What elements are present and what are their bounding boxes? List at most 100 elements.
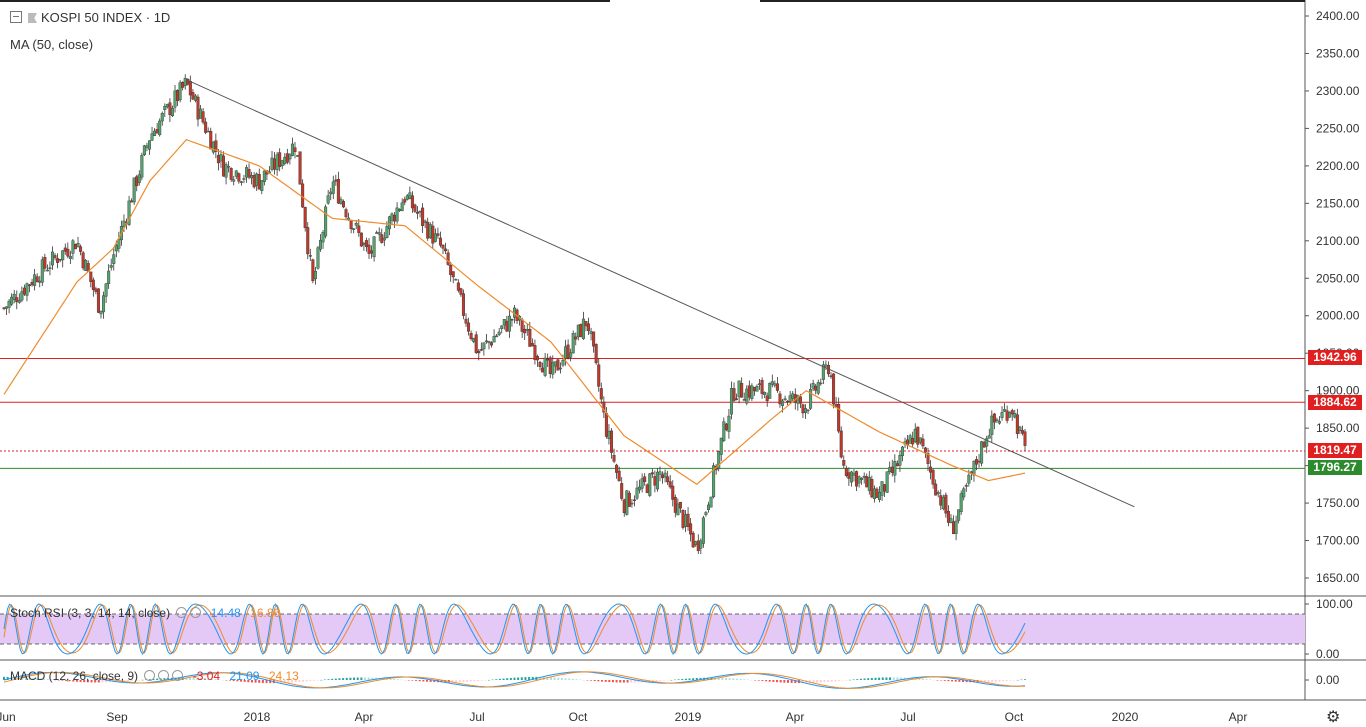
- candle-body: [393, 215, 397, 222]
- macd-hist-bar: [469, 680, 472, 682]
- candle-body: [211, 141, 215, 153]
- macd-hist-bar: [302, 680, 305, 682]
- candle-body: [832, 373, 836, 405]
- stoch-legend[interactable]: Stoch RSI (3, 3, 14, 14, close) 14.48 16…: [10, 606, 280, 620]
- macd-hist-bar: [254, 680, 257, 683]
- candle-body: [819, 382, 823, 385]
- candle-body: [750, 385, 754, 399]
- candle-body: [783, 398, 787, 400]
- gear-icon[interactable]: ⚙: [1326, 709, 1341, 726]
- candle-body: [196, 96, 200, 120]
- candle-body: [607, 430, 611, 439]
- macd-hist-value: -3.04: [192, 669, 221, 683]
- collapse-icon[interactable]: [10, 11, 22, 23]
- macd-hist-bar: [841, 680, 844, 681]
- candle-body: [53, 255, 57, 258]
- candle-body: [816, 382, 820, 394]
- macd-hist-bar: [637, 680, 640, 683]
- macd-hist-bar: [429, 680, 432, 682]
- candle-body: [33, 274, 37, 286]
- visibility-icon[interactable]: [144, 670, 156, 681]
- candle-body: [227, 166, 231, 168]
- macd-hist-bar: [35, 678, 38, 680]
- candle-body: [421, 207, 425, 226]
- candle-body: [173, 90, 177, 108]
- candle-body: [645, 484, 649, 493]
- macd-hist-bar: [557, 677, 560, 680]
- candle-body: [283, 156, 287, 164]
- close-icon[interactable]: [172, 670, 184, 681]
- settings-icon[interactable]: [190, 607, 202, 618]
- ma-legend[interactable]: MA (50, close): [10, 37, 93, 52]
- macd-hist-bar: [43, 678, 46, 680]
- candle-body: [492, 336, 496, 343]
- candle-body: [296, 155, 300, 157]
- candle-body: [533, 345, 537, 360]
- macd-hist-bar: [579, 679, 582, 681]
- macd-hist-bar: [276, 680, 279, 684]
- macd-hist-bar: [86, 680, 89, 683]
- macd-hist-bar: [167, 677, 170, 680]
- macd-hist-bar: [327, 679, 330, 680]
- candle-body: [375, 232, 379, 234]
- candle-body: [558, 367, 562, 370]
- stoch-k-line: [3, 603, 1026, 655]
- macd-hist-bar: [458, 680, 461, 683]
- candle-body: [921, 438, 925, 447]
- candle-body: [722, 421, 726, 441]
- macd-hist-bar: [699, 677, 702, 680]
- candle-body: [1000, 412, 1004, 418]
- price-tag-1884: 1884.62: [1308, 395, 1362, 410]
- flag-icon[interactable]: [28, 13, 37, 23]
- macd-hist-bar: [622, 680, 625, 683]
- candle-body: [331, 181, 335, 194]
- candle-body: [561, 360, 565, 366]
- macd-hist-bar: [156, 678, 159, 680]
- candle-body: [934, 483, 938, 496]
- candle-body: [609, 430, 613, 453]
- candle-body: [528, 329, 532, 347]
- candle-body: [941, 496, 945, 510]
- macd-hist-bar: [462, 680, 465, 682]
- candle-body: [81, 252, 85, 269]
- price-tick-label: 1750.00: [1316, 496, 1360, 510]
- macd-hist-bar: [750, 679, 753, 681]
- visibility-icon[interactable]: [176, 607, 188, 618]
- candle-body: [655, 471, 659, 490]
- symbol-legend[interactable]: KOSPI 50 INDEX · 1D: [10, 10, 170, 25]
- candle-body: [229, 167, 233, 180]
- time-tick-label: 2018: [244, 710, 271, 724]
- macd-hist-bar: [958, 680, 961, 682]
- macd-hist-bar: [717, 677, 720, 680]
- macd-hist-bar: [848, 679, 851, 681]
- candle-body: [929, 466, 933, 473]
- macd-hist-bar: [885, 677, 888, 680]
- time-tick-label: Oct: [1005, 710, 1024, 724]
- candle-body: [939, 495, 943, 506]
- candle-body: [288, 154, 292, 160]
- price-tag-1796: 1796.27: [1308, 460, 1362, 475]
- macd-legend[interactable]: MACD (12, 26, close, 9) -3.04 21.09 24.1…: [10, 669, 299, 683]
- candle-body: [352, 228, 356, 230]
- candle-body: [936, 492, 940, 495]
- candle-body: [395, 207, 399, 222]
- candle-body: [316, 247, 320, 269]
- macd-hist-bar: [900, 677, 903, 680]
- candle-body: [995, 419, 999, 422]
- candle-body: [91, 279, 95, 290]
- macd-hist-bar: [724, 677, 727, 680]
- candle-body: [985, 438, 989, 447]
- candle-body: [477, 350, 481, 354]
- candle-body: [712, 465, 716, 498]
- macd-hist-bar: [64, 680, 67, 681]
- candle-body: [372, 236, 376, 258]
- candle-body: [760, 380, 764, 394]
- macd-hist-bar: [141, 679, 144, 681]
- time-tick-label: Apr: [355, 710, 374, 724]
- candle-body: [68, 255, 72, 259]
- macd-hist-bar: [816, 680, 819, 683]
- settings-icon[interactable]: [158, 670, 170, 681]
- candle-body: [410, 195, 414, 209]
- candle-body: [699, 540, 703, 549]
